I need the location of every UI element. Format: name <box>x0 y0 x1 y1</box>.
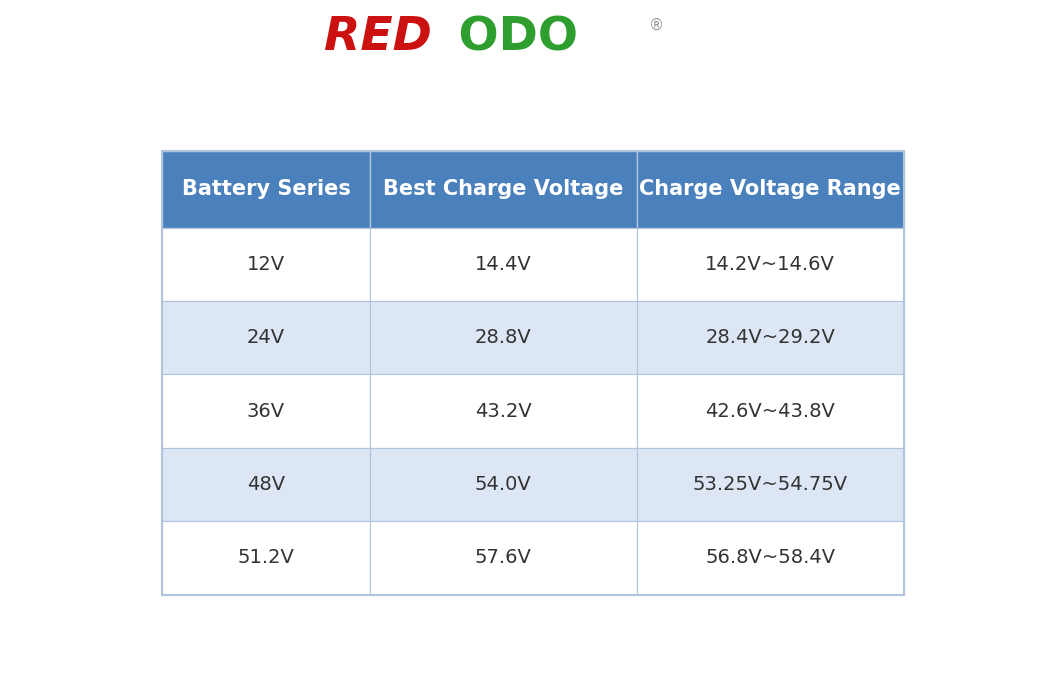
FancyBboxPatch shape <box>370 151 636 228</box>
Text: 56.8V~58.4V: 56.8V~58.4V <box>705 549 835 567</box>
Text: 57.6V: 57.6V <box>475 549 531 567</box>
Text: 14.2V~14.6V: 14.2V~14.6V <box>705 255 835 274</box>
FancyBboxPatch shape <box>370 448 636 521</box>
Text: ®: ® <box>649 18 665 33</box>
Text: 28.4V~29.2V: 28.4V~29.2V <box>705 328 835 347</box>
FancyBboxPatch shape <box>162 151 370 228</box>
FancyBboxPatch shape <box>636 151 904 228</box>
Text: 48V: 48V <box>246 475 285 494</box>
FancyBboxPatch shape <box>370 521 636 595</box>
Text: 28.8V: 28.8V <box>475 328 531 347</box>
FancyBboxPatch shape <box>370 375 636 448</box>
Text: 12V: 12V <box>246 255 285 274</box>
FancyBboxPatch shape <box>636 375 904 448</box>
FancyBboxPatch shape <box>636 301 904 375</box>
FancyBboxPatch shape <box>370 301 636 375</box>
Text: 36V: 36V <box>246 401 285 421</box>
FancyBboxPatch shape <box>162 228 370 301</box>
FancyBboxPatch shape <box>162 448 370 521</box>
FancyBboxPatch shape <box>636 228 904 301</box>
Text: 54.0V: 54.0V <box>475 475 531 494</box>
Text: Battery Series: Battery Series <box>182 179 350 200</box>
Text: 53.25V~54.75V: 53.25V~54.75V <box>693 475 848 494</box>
FancyBboxPatch shape <box>162 521 370 595</box>
FancyBboxPatch shape <box>636 521 904 595</box>
Text: 42.6V~43.8V: 42.6V~43.8V <box>705 401 835 421</box>
Text: RED: RED <box>323 15 432 60</box>
Text: 51.2V: 51.2V <box>237 549 294 567</box>
FancyBboxPatch shape <box>162 375 370 448</box>
Text: Charge Voltage Range: Charge Voltage Range <box>640 179 902 200</box>
Text: 43.2V: 43.2V <box>475 401 531 421</box>
FancyBboxPatch shape <box>370 228 636 301</box>
Text: Best Charge Voltage: Best Charge Voltage <box>383 179 624 200</box>
FancyBboxPatch shape <box>162 301 370 375</box>
Text: 24V: 24V <box>246 328 285 347</box>
Text: ODO: ODO <box>442 15 578 60</box>
FancyBboxPatch shape <box>636 448 904 521</box>
Text: 14.4V: 14.4V <box>475 255 531 274</box>
